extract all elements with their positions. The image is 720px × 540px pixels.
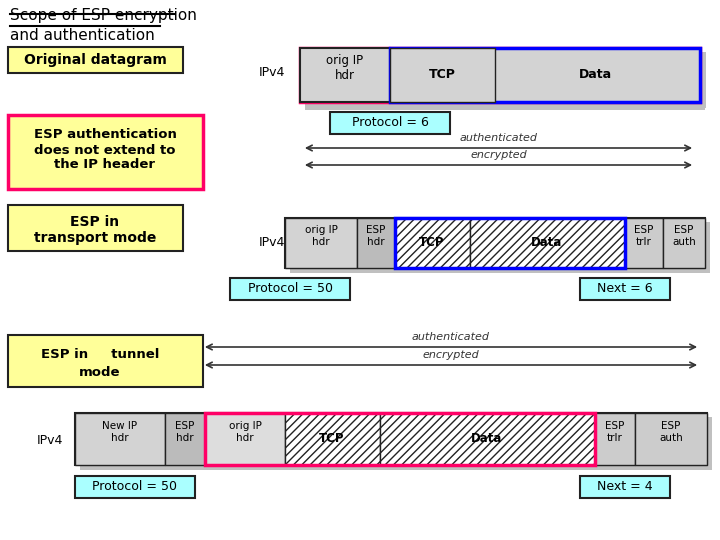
Bar — [285, 413, 380, 465]
Text: Next = 6: Next = 6 — [597, 282, 653, 295]
Bar — [595, 413, 635, 465]
Text: the IP header: the IP header — [55, 159, 156, 172]
Bar — [395, 218, 470, 268]
Bar — [285, 218, 357, 268]
Bar — [8, 335, 203, 387]
Text: Data: Data — [472, 433, 503, 446]
Text: Protocol = 50: Protocol = 50 — [248, 282, 333, 295]
Bar — [330, 112, 450, 134]
Text: authenticated: authenticated — [459, 133, 538, 143]
Bar — [75, 476, 195, 498]
Bar — [80, 465, 712, 470]
Text: Protocol = 6: Protocol = 6 — [351, 117, 428, 130]
Text: TCP: TCP — [319, 433, 345, 446]
Bar — [285, 218, 705, 268]
Bar — [8, 115, 203, 189]
Bar — [635, 413, 707, 465]
Bar — [580, 278, 670, 300]
Text: orig IP
hdr: orig IP hdr — [326, 54, 364, 82]
Bar — [8, 205, 183, 251]
Bar — [663, 218, 705, 268]
Text: orig IP
hdr: orig IP hdr — [305, 225, 338, 247]
Bar — [75, 413, 165, 465]
Bar — [625, 218, 663, 268]
Text: ESP
auth: ESP auth — [659, 421, 683, 443]
Bar — [8, 47, 183, 73]
Text: Protocol = 50: Protocol = 50 — [92, 481, 178, 494]
Text: authenticated: authenticated — [412, 332, 490, 342]
Bar — [707, 417, 712, 469]
Bar — [705, 222, 710, 272]
Bar — [300, 48, 700, 102]
Text: ESP in     tunnel: ESP in tunnel — [41, 348, 159, 361]
Bar — [205, 413, 595, 465]
Text: encrypted: encrypted — [423, 350, 480, 360]
Text: Next = 4: Next = 4 — [597, 481, 653, 494]
Text: Original datagram: Original datagram — [24, 53, 166, 67]
Text: IPv4: IPv4 — [258, 65, 285, 78]
Text: Data: Data — [531, 237, 563, 249]
Text: ESP
auth: ESP auth — [672, 225, 696, 247]
Bar — [390, 48, 495, 102]
Bar — [205, 413, 285, 465]
Bar — [230, 278, 350, 300]
Text: IPv4: IPv4 — [258, 235, 285, 248]
Bar — [700, 52, 706, 108]
Text: ESP
hdr: ESP hdr — [175, 421, 194, 443]
Text: TCP: TCP — [419, 237, 445, 249]
Text: IPv4: IPv4 — [37, 434, 63, 447]
Text: Scope of ESP encryption
and authentication: Scope of ESP encryption and authenticati… — [10, 8, 197, 43]
Text: transport mode: transport mode — [34, 231, 156, 245]
Text: ESP in: ESP in — [71, 215, 120, 229]
Text: ESP
trlr: ESP trlr — [606, 421, 625, 443]
Bar — [395, 218, 625, 268]
Bar — [357, 218, 395, 268]
Text: mode: mode — [79, 366, 121, 379]
Bar — [165, 413, 205, 465]
Bar — [580, 476, 670, 498]
Bar — [290, 268, 710, 273]
Bar — [305, 104, 705, 110]
Text: orig IP
hdr: orig IP hdr — [228, 421, 261, 443]
Text: New IP
hdr: New IP hdr — [102, 421, 138, 443]
Text: TCP: TCP — [428, 69, 456, 82]
Bar — [470, 218, 625, 268]
Bar — [300, 48, 390, 102]
Text: ESP
hdr: ESP hdr — [366, 225, 386, 247]
Bar — [380, 413, 595, 465]
Bar — [390, 48, 700, 102]
Bar — [75, 413, 707, 465]
Text: ESP authentication: ESP authentication — [34, 129, 176, 141]
Text: does not extend to: does not extend to — [35, 144, 176, 157]
Text: Data: Data — [578, 69, 611, 82]
Text: ESP
trlr: ESP trlr — [634, 225, 654, 247]
Text: encrypted: encrypted — [470, 150, 527, 160]
